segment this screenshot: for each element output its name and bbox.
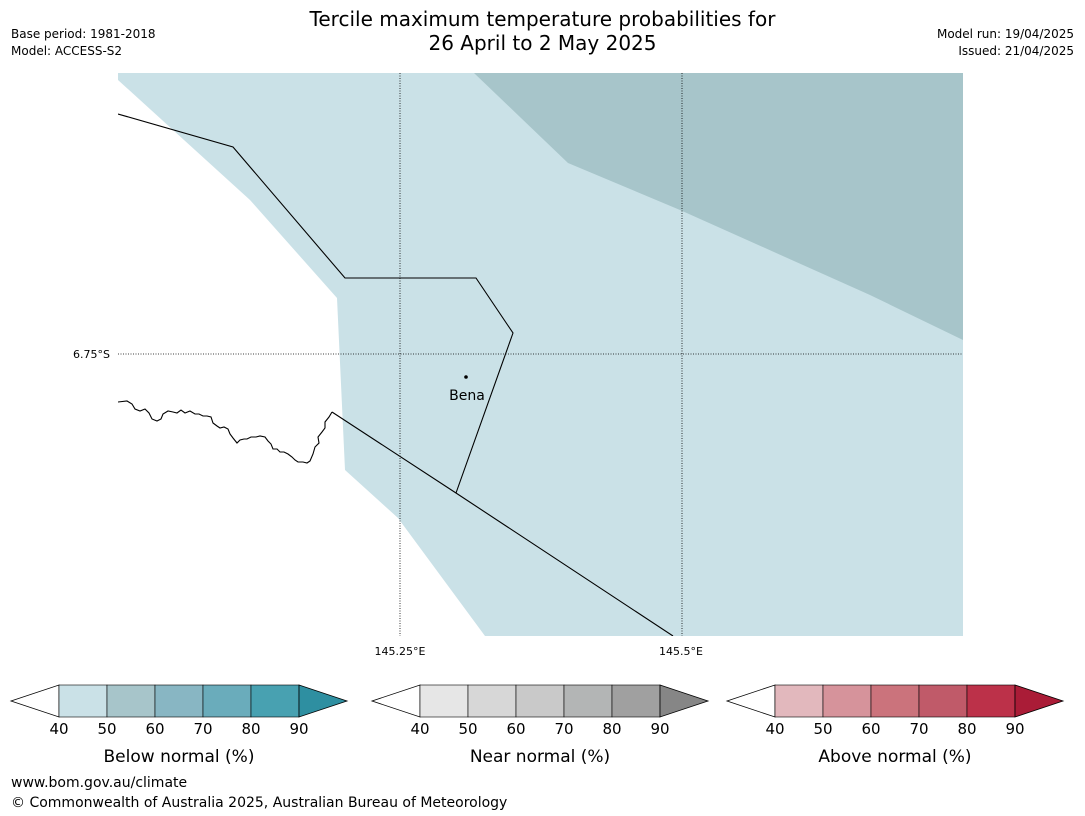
- legend-below-normal: 40 50 60 70 80 90 Below normal (%): [9, 684, 349, 767]
- above-normal-legend-tick-80: 80: [957, 720, 976, 738]
- below-normal-50-60-region: [474, 73, 963, 340]
- metadata-right: Model run: 19/04/2025 Issued: 21/04/2025: [937, 26, 1074, 60]
- base-period: Base period: 1981-2018: [11, 27, 156, 41]
- below-normal-legend-segment-2: [106, 684, 156, 718]
- province-boundary-west: [118, 400, 333, 464]
- above-normal-legend-overflow-arrow: [1014, 684, 1065, 718]
- above-normal-legend-segment-5: [966, 684, 1016, 718]
- metadata-left: Base period: 1981-2018 Model: ACCESS-S2: [11, 26, 156, 60]
- near-normal-legend-segment-2: [467, 684, 517, 718]
- below-normal-legend-segment-5: [250, 684, 300, 718]
- below-normal-legend-tick-90: 90: [289, 720, 308, 738]
- map-area: [118, 73, 963, 636]
- title-line-1: Tercile maximum temperature probabilitie…: [309, 7, 776, 31]
- near-normal-legend-tick-50: 50: [458, 720, 477, 738]
- near-normal-legend-tick-80: 80: [602, 720, 621, 738]
- province-boundary-south: [331, 411, 674, 636]
- near-normal-legend-segment-5: [611, 684, 661, 718]
- below-normal-legend-tick-60: 60: [145, 720, 164, 738]
- bena-location-dot: [464, 375, 468, 379]
- model-run: Model run: 19/04/2025: [936, 27, 1074, 41]
- above-normal-legend-segment-3: [870, 684, 920, 718]
- near-normal-legend-tick-90: 90: [650, 720, 669, 738]
- near-normal-legend-segment-4: [563, 684, 613, 718]
- near-normal-legend-title: Near normal (%): [470, 747, 610, 767]
- longitude-label-1: 145.25°E: [375, 645, 426, 658]
- below-normal-legend-segment-4: [202, 684, 252, 718]
- above-normal-legend-segment-4: [918, 684, 968, 718]
- above-normal-legend-tick-90: 90: [1005, 720, 1024, 738]
- copyright-text: © Commonwealth of Australia 2025, Austra…: [11, 795, 508, 811]
- above-normal-legend-tick-70: 70: [909, 720, 928, 738]
- above-normal-legend-tick-50: 50: [813, 720, 832, 738]
- legend-above-normal: 40 50 60 70 80 90 Above normal (%): [725, 684, 1065, 767]
- below-normal-legend-segment-1: [58, 684, 108, 718]
- above-normal-legend-underflow-arrow: [725, 684, 776, 718]
- latitude-label: 6.75°S: [73, 348, 110, 361]
- above-normal-legend-title: Above normal (%): [818, 747, 971, 767]
- above-normal-legend-segment-1: [774, 684, 824, 718]
- below-normal-legend-overflow-arrow: [298, 684, 349, 718]
- province-boundary-north: [118, 113, 514, 494]
- model-name: Model: ACCESS-S2: [11, 44, 123, 58]
- near-normal-legend-segment-3: [515, 684, 565, 718]
- below-normal-legend-underflow-arrow: [9, 684, 60, 718]
- near-normal-legend-tick-60: 60: [506, 720, 525, 738]
- above-normal-legend-segment-2: [822, 684, 872, 718]
- near-normal-legend-overflow-arrow: [659, 684, 710, 718]
- longitude-label-2: 145.5°E: [659, 645, 703, 658]
- above-normal-legend-tick-40: 40: [765, 720, 784, 738]
- issued-date: Issued: 21/04/2025: [958, 44, 1074, 58]
- below-normal-legend-tick-80: 80: [241, 720, 260, 738]
- title-line-2: 26 April to 2 May 2025: [428, 31, 657, 55]
- below-normal-legend-title: Below normal (%): [104, 747, 255, 767]
- below-normal-legend-tick-40: 40: [49, 720, 68, 738]
- near-normal-legend-underflow-arrow: [370, 684, 421, 718]
- near-normal-legend-tick-40: 40: [410, 720, 429, 738]
- near-normal-legend-tick-70: 70: [554, 720, 573, 738]
- legend-near-normal: 40 50 60 70 80 90 Near normal (%): [370, 684, 710, 767]
- below-normal-legend-tick-50: 50: [97, 720, 116, 738]
- map-title: Tercile maximum temperature probabilitie…: [0, 7, 1085, 55]
- website-link[interactable]: www.bom.gov.au/climate: [11, 775, 188, 791]
- place-label-bena: Bena: [449, 388, 485, 404]
- below-normal-legend-tick-70: 70: [193, 720, 212, 738]
- above-normal-legend-tick-60: 60: [861, 720, 880, 738]
- below-normal-legend-segment-3: [154, 684, 204, 718]
- near-normal-legend-segment-1: [419, 684, 469, 718]
